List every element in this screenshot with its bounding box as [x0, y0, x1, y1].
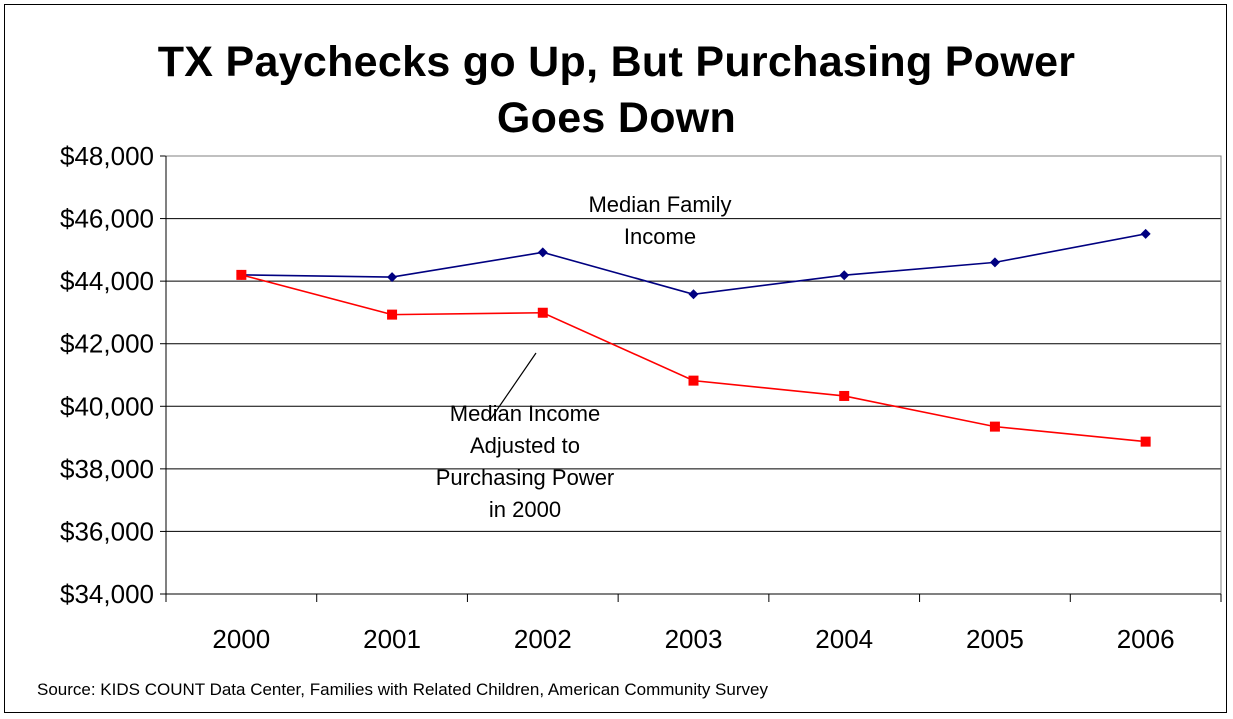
x-tick-label: 2006	[1117, 624, 1175, 654]
data-point-marker	[1140, 436, 1151, 447]
data-point-marker	[387, 272, 398, 283]
data-point-marker	[537, 307, 548, 318]
chart-frame	[4, 4, 1227, 713]
source-note: Source: KIDS COUNT Data Center, Families…	[37, 680, 768, 699]
y-tick-label: $42,000	[60, 329, 154, 359]
x-tick-label: 2005	[966, 624, 1024, 654]
annotation-leader-line	[489, 352, 537, 421]
series-2	[236, 269, 1151, 447]
annotation-family-income: Income	[624, 224, 696, 249]
data-point-marker	[236, 269, 247, 280]
series-line	[241, 274, 1146, 443]
y-axis-tick-labels: $48,000 $46,000 $44,000 $42,000 $40,000 $38,0…	[60, 141, 154, 609]
annotations: Median Family Income Median Income Adjusted…	[436, 192, 732, 522]
x-tick-label: 2002	[514, 624, 572, 654]
y-tick-label: $38,000	[60, 454, 154, 484]
data-point-marker	[839, 270, 850, 281]
y-tick-label: $44,000	[60, 266, 154, 296]
axes	[165, 156, 1222, 602]
data-point-marker	[537, 247, 548, 258]
data-point-marker	[1140, 228, 1151, 239]
data-point-marker	[989, 421, 1000, 432]
y-tick-label: $46,000	[60, 204, 154, 234]
chart-title: TX Paychecks go Up, But Purchasing Power…	[0, 34, 1233, 146]
x-tick-label: 2004	[815, 624, 873, 654]
chart-title-line-1: TX Paychecks go Up, But Purchasing Power	[157, 38, 1076, 86]
chart-title-line-2: Goes Down	[496, 94, 737, 142]
annotation-adjusted-income: Median Income	[450, 401, 600, 426]
x-tick-label: 2003	[665, 624, 723, 654]
x-tick-label: 2000	[212, 624, 270, 654]
x-tick-label: 2001	[363, 624, 421, 654]
annotation-adjusted-income: Purchasing Power	[436, 465, 615, 490]
data-point-marker	[387, 309, 398, 320]
annotation-adjusted-income: Adjusted to	[470, 433, 580, 458]
data-point-marker	[839, 390, 850, 401]
y-tick-label: $34,000	[60, 579, 154, 609]
x-axis-tick-labels: 2000 2001 2002 2003 2004 2005 2006	[212, 624, 1174, 654]
data-point-marker	[989, 257, 1000, 268]
data-point-marker	[688, 289, 699, 300]
y-tick-label: $48,000	[60, 141, 154, 171]
y-tick-label: $36,000	[60, 516, 154, 546]
annotation-family-income: Median Family	[588, 192, 731, 217]
plot-area	[165, 155, 1222, 595]
y-tick-label: $40,000	[60, 391, 154, 421]
series	[236, 228, 1151, 447]
gridlines	[160, 155, 1221, 595]
data-point-marker	[688, 375, 699, 386]
annotation-adjusted-income: in 2000	[489, 497, 561, 522]
